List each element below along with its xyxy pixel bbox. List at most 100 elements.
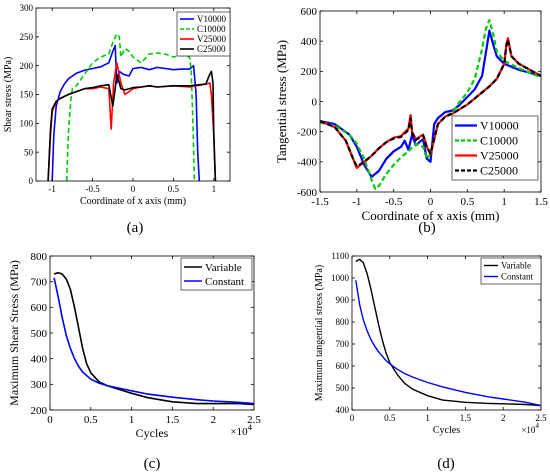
y-tick-label: 600 [31,302,48,314]
y-tick-label: 0 [29,176,34,186]
x-tick-label: 1 [425,413,430,423]
y-tick-label: 150 [20,90,34,100]
x-multiplier-base: ×10 [230,426,248,438]
x-tick-label: 2 [501,413,506,423]
y-tick-label: 1000 [331,273,350,283]
x-tick-label: -1 [48,184,56,194]
legend-box [451,115,539,181]
x-tick-label: 1.5 [460,413,472,423]
legend-entry: C10000 [480,134,518,148]
y-tick-label: 0 [312,96,318,108]
legend-entry: C25000 [197,44,226,54]
y-axis-label: Shear stress (MPa) [3,57,14,133]
panel-label: (b) [418,220,436,236]
series-line-constant [355,280,541,407]
y-tick-label: 1100 [331,251,349,261]
x-tick-label: 2.5 [535,413,547,423]
x-tick-label: 0.5 [84,414,98,426]
series-line-c10000 [65,33,196,181]
series-line-variable [53,271,254,406]
x-tick-label: 0.5 [168,184,180,194]
series-line-v10000 [51,44,201,181]
series-line-v25000 [47,62,217,181]
panel-label: (d) [437,456,455,472]
y-tick-label: 400 [31,354,48,366]
x-multiplier-exponent: 4 [535,422,539,430]
x-axis-label: Cycles [433,425,460,436]
y-tick-label: 700 [336,339,350,349]
x-tick-label: 0 [131,184,136,194]
legend-entry: V10000 [197,14,226,24]
chart-b: -1.5 -1 -0.5 0 0.5 1 1.5 -600 -400 -200 0 200 400 600… [274,6,548,236]
y-tick-label: -400 [297,157,318,169]
y-tick-label: 900 [336,295,350,305]
series-group [53,271,254,406]
legend-box [180,257,253,291]
y-tick-label: 800 [336,317,350,327]
y-axis-label: Tangential stress (MPa) [274,40,289,163]
y-tick-label: 600 [301,6,318,18]
x-tick-label: 0.5 [384,413,396,423]
series-group [320,19,541,191]
y-tick-label: 500 [336,383,350,393]
axes-frame [351,255,542,411]
y-tick-label: 500 [31,328,48,340]
legend-entry: Constant [501,272,534,282]
series-line-v10000 [320,29,541,178]
y-axis-label: Maximum tangential stress (MPa) [314,265,325,401]
y-tick-label: 400 [301,36,318,48]
chart-a: -1 -0.5 0 0.5 1 0 50 100 150 200 250 300 Coordinate … [3,3,231,236]
x-axis-label: Cycles [136,426,169,440]
x-multiplier-label: ×104 [521,422,539,435]
x-multiplier-exponent: 4 [248,422,253,432]
legend-entry: Constant [205,276,244,288]
legend-entry: C25000 [480,164,518,178]
y-tick-label: 700 [31,277,48,289]
x-tick-label: 2.5 [247,414,261,426]
x-tick-label: 2 [210,414,216,426]
y-tick-label: 300 [20,3,34,13]
panel-label: (a) [127,220,144,236]
y-tick-label: -600 [297,187,318,199]
x-axis-label: Coordinate of x axis (mm) [362,208,500,223]
x-tick-label: 1 [501,196,507,208]
x-tick-label: 0 [47,414,53,426]
series-line-variable [355,258,541,407]
x-tick-label: -1 [352,196,361,208]
series-line-c10000 [320,19,541,191]
x-tick-label: -0.5 [385,196,403,208]
x-tick-label: 0.5 [460,196,474,208]
y-tick-label: 800 [31,251,48,263]
legend-entry: C10000 [197,24,226,34]
y-axis-label: Maximum Shear Stress (MPa) [7,260,21,406]
x-multiplier-base: ×10 [521,425,536,435]
legend-entry: V25000 [197,34,226,44]
x-tick-label: 1.5 [534,196,548,208]
y-tick-label: 200 [301,66,318,78]
y-tick-label: 200 [20,61,34,71]
panel-label: (c) [144,456,161,472]
y-tick-label: -200 [297,127,318,139]
x-tick-label: 1 [129,414,135,426]
series-group [355,258,541,407]
legend-entry: V10000 [480,119,519,133]
x-tick-label: 0 [428,196,434,208]
legend-box [480,257,542,285]
legend-entry: V25000 [480,149,519,163]
x-tick-label: 1.5 [166,414,180,426]
x-axis-label: Coordinate of x axis (mm) [80,196,186,207]
x-multiplier-label: ×104 [230,422,252,438]
series-line-c25000 [320,38,541,168]
y-tick-label: 400 [336,405,350,415]
chart-c: 0 0.5 1 1.5 2 2.5 200 300 400 500 600 700 800 Cycles M… [7,251,261,472]
series-line-c25000 [47,70,217,181]
series-line-constant [53,277,254,405]
x-tick-label: -1.5 [311,196,329,208]
y-tick-label: 300 [31,379,48,391]
y-tick-label: 250 [20,32,34,42]
